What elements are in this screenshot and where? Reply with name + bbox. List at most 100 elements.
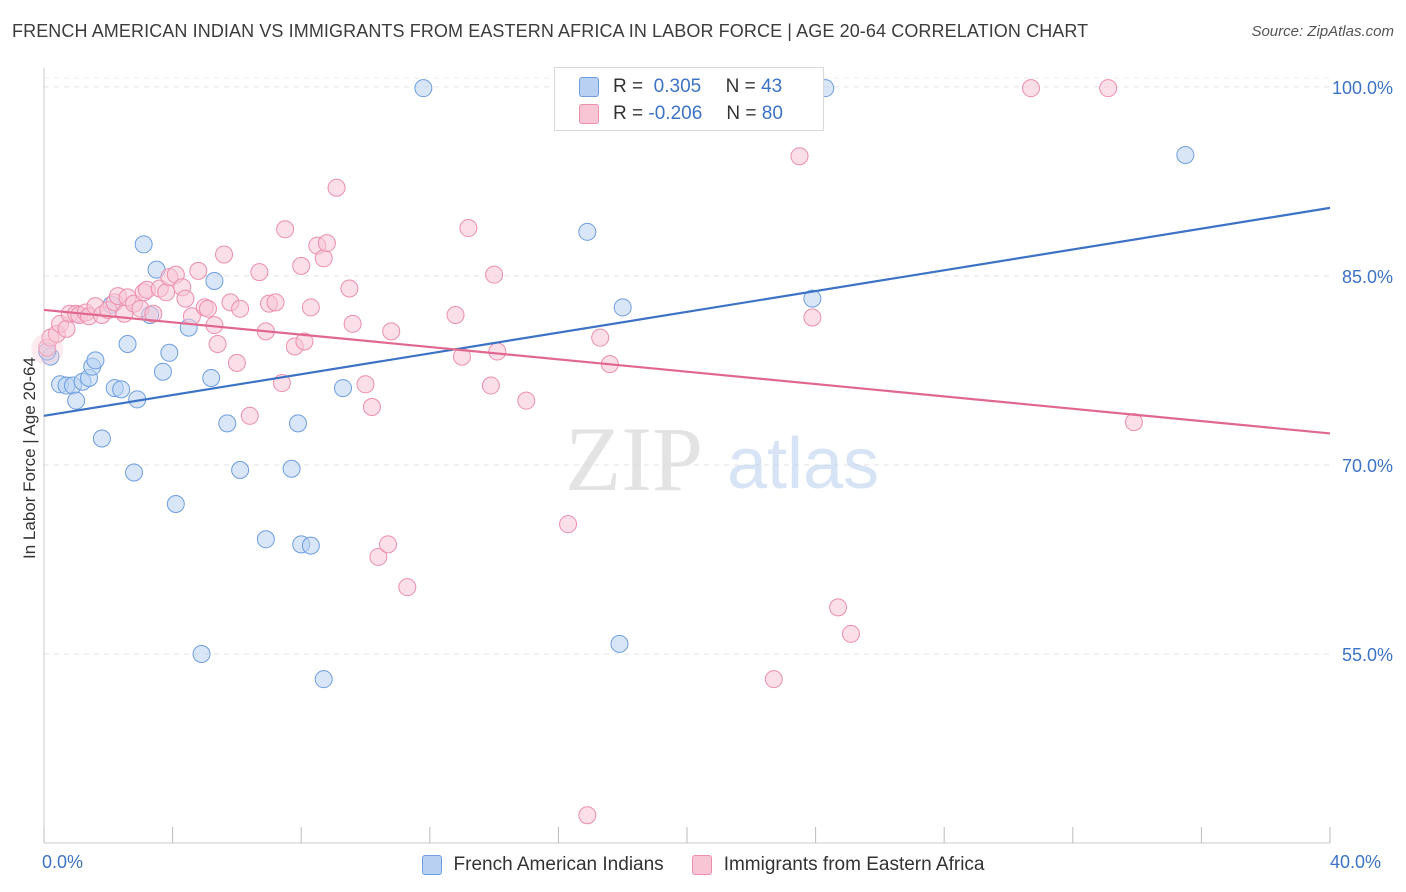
point-immigrants-eastern-africa (240, 406, 259, 425)
point-immigrants-eastern-africa (356, 375, 375, 394)
point-french-american-indians (205, 271, 224, 290)
y-tick-label: 85.0% (1342, 267, 1393, 287)
point-immigrants-eastern-africa (362, 397, 381, 416)
point-french-american-indians (256, 530, 275, 549)
point-immigrants-eastern-africa (591, 328, 610, 347)
point-immigrants-eastern-africa (1099, 79, 1118, 98)
point-immigrants-eastern-africa (327, 178, 346, 197)
point-immigrants-eastern-africa (292, 256, 311, 275)
point-french-american-indians (288, 414, 307, 433)
point-french-american-indians (125, 463, 144, 482)
legend-n-value: 80 (761, 103, 783, 124)
x-tick-label-min: 0.0% (42, 852, 84, 872)
point-immigrants-eastern-africa (379, 535, 398, 554)
point-immigrants-eastern-africa (157, 283, 176, 302)
point-immigrants-eastern-africa (398, 578, 417, 597)
trend-lines (43, 206, 1331, 435)
point-french-american-indians (153, 362, 172, 381)
trend-line-immigrants-eastern-africa (43, 308, 1331, 435)
legend-row-immigrants-eastern-africa: R = -0.206 N = 80 (579, 102, 783, 126)
point-immigrants-eastern-africa (250, 263, 269, 282)
point-immigrants-eastern-africa (198, 299, 217, 318)
watermark-zip: ZIP (565, 408, 703, 510)
point-french-american-indians (282, 459, 301, 478)
point-immigrants-eastern-africa (382, 322, 401, 341)
series-french-american-indians (38, 79, 1195, 689)
point-french-american-indians (192, 644, 211, 663)
point-immigrants-eastern-africa (790, 147, 809, 166)
bottom-legend-swatch-pink (691, 855, 712, 875)
series-immigrants-eastern-africa (31, 79, 1143, 825)
bottom-legend: French American Indians Immigrants from … (0, 852, 1406, 878)
source-label: Source: ZipAtlas.com (1251, 23, 1394, 40)
point-immigrants-eastern-africa (485, 265, 504, 284)
point-immigrants-eastern-africa (208, 334, 227, 353)
point-immigrants-eastern-africa (369, 547, 388, 566)
trend-line-french-american-indians (43, 206, 1331, 417)
point-immigrants-eastern-africa (266, 293, 285, 312)
point-french-american-indians (314, 670, 333, 689)
bottom-legend-label: Immigrants from Eastern Africa (723, 854, 985, 875)
point-immigrants-eastern-africa (343, 314, 362, 333)
legend-swatch-pink (579, 104, 599, 124)
x-tick-label-max: 40.0% (1330, 852, 1382, 872)
legend-n-label: N = (725, 76, 756, 97)
point-immigrants-eastern-africa (488, 342, 507, 361)
point-immigrants-eastern-africa (459, 219, 478, 238)
point-immigrants-eastern-africa (803, 308, 822, 327)
point-immigrants-eastern-africa (764, 670, 783, 689)
y-tick-label: 70.0% (1342, 456, 1393, 476)
watermark-atlas: atlas (727, 424, 879, 504)
bottom-legend-label: French American Indians (453, 854, 664, 875)
point-french-american-indians (1176, 145, 1195, 164)
point-immigrants-eastern-africa (559, 515, 578, 534)
point-french-american-indians (86, 351, 105, 370)
point-french-american-indians (166, 495, 185, 514)
point-french-american-indians (160, 343, 179, 362)
point-immigrants-eastern-africa (317, 234, 336, 253)
point-immigrants-eastern-africa (446, 305, 465, 324)
legend-n-label: N = (726, 103, 757, 124)
bottom-legend-item-immigrants-eastern-africa: Immigrants from Eastern Africa (691, 854, 985, 876)
point-immigrants-eastern-africa (829, 598, 848, 617)
point-french-american-indians (231, 460, 250, 479)
point-immigrants-eastern-africa (340, 279, 359, 298)
legend-r-value: -0.206 (648, 103, 703, 124)
point-french-american-indians (134, 235, 153, 254)
point-immigrants-eastern-africa (215, 245, 234, 264)
bottom-legend-item-french-american-indians: French American Indians (421, 854, 664, 876)
point-french-american-indians (803, 289, 822, 308)
y-tick-label: 55.0% (1342, 645, 1393, 665)
point-french-american-indians (218, 414, 237, 433)
point-immigrants-eastern-africa (301, 298, 320, 317)
point-immigrants-eastern-africa (295, 332, 314, 351)
point-immigrants-eastern-africa (144, 304, 163, 323)
point-french-american-indians (202, 369, 221, 387)
point-french-american-indians (610, 634, 629, 653)
point-immigrants-eastern-africa (1022, 79, 1041, 98)
stats-legend: R = 0.305 N = 43 R = -0.206 N = 80 (554, 67, 824, 131)
point-french-american-indians (67, 391, 86, 410)
point-immigrants-eastern-africa (189, 261, 208, 280)
y-tick-label: 100.0% (1332, 78, 1393, 98)
point-french-american-indians (414, 79, 433, 98)
point-immigrants-eastern-africa (841, 624, 860, 643)
watermark: ZIP atlas (565, 408, 879, 510)
point-immigrants-eastern-africa (578, 806, 597, 825)
point-french-american-indians (613, 298, 632, 317)
point-french-american-indians (578, 222, 597, 241)
legend-swatch-blue (579, 77, 599, 97)
point-french-american-indians (333, 379, 352, 398)
point-french-american-indians (301, 536, 320, 555)
point-french-american-indians (118, 334, 137, 353)
bottom-legend-swatch-blue (421, 855, 442, 875)
point-immigrants-eastern-africa (276, 220, 295, 239)
legend-r-value: 0.305 (653, 76, 702, 97)
chart-title: FRENCH AMERICAN INDIAN VS IMMIGRANTS FRO… (12, 21, 1089, 41)
point-french-american-indians (112, 380, 131, 399)
point-immigrants-eastern-africa (481, 376, 500, 395)
point-immigrants-eastern-africa (176, 289, 195, 308)
y-tick-labels: 55.0% 70.0% 85.0% 100.0% (1332, 78, 1393, 665)
point-french-american-indians (92, 429, 111, 448)
